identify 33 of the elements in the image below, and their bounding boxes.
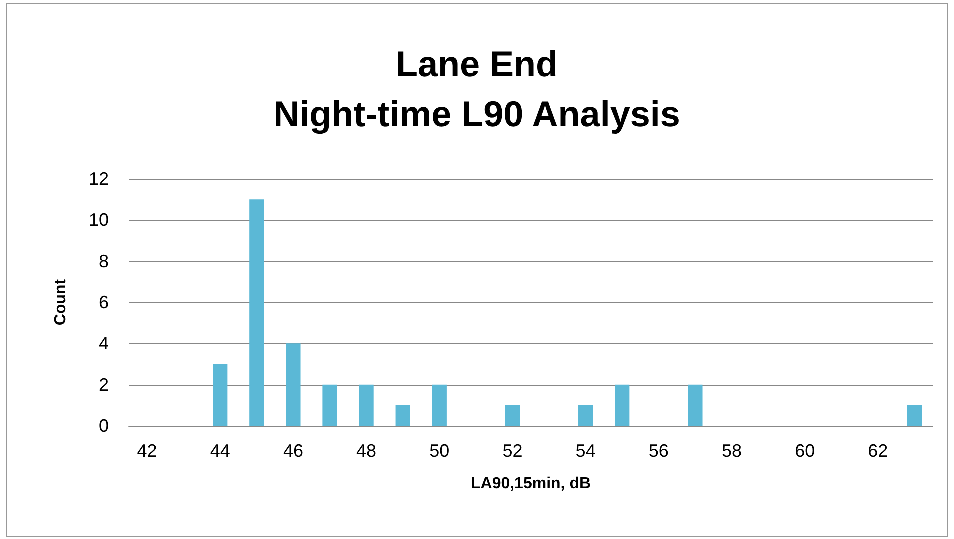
x-tick-label: 54 <box>576 441 596 461</box>
chart-title: Lane End Night-time L90 Analysis <box>274 44 680 134</box>
y-tick-label: 10 <box>88 210 109 230</box>
x-tick-label: 44 <box>210 441 230 461</box>
x-tick-label: 56 <box>648 441 669 461</box>
y-tick-label: 8 <box>98 251 109 272</box>
x-tick-label: 42 <box>137 441 158 461</box>
y-tick-label: 4 <box>98 334 109 354</box>
y-axis-title: Count <box>52 278 70 326</box>
bar <box>396 405 410 426</box>
x-tick-label: 50 <box>430 441 450 461</box>
x-axis-title: LA90,15min, dB <box>470 476 592 492</box>
bar <box>250 200 264 426</box>
bar <box>615 384 630 426</box>
bar <box>505 405 520 426</box>
x-tick-label: 62 <box>868 441 888 461</box>
bar <box>578 405 594 426</box>
y-tick-label: 6 <box>98 292 109 312</box>
x-tick-label: 48 <box>356 441 377 461</box>
bar <box>286 344 301 426</box>
bar <box>432 384 447 426</box>
bar <box>688 384 703 426</box>
x-tick-label: 52 <box>502 441 523 461</box>
bar <box>359 384 374 426</box>
y-tick-label: 0 <box>98 416 109 436</box>
x-tick-label: 46 <box>283 441 304 461</box>
y-tick-label: 12 <box>88 169 109 189</box>
bar <box>322 384 338 426</box>
bar <box>213 364 228 426</box>
y-tick-label: 2 <box>98 374 109 395</box>
x-tick-label: 60 <box>795 441 816 461</box>
x-tick-label: 58 <box>722 441 742 461</box>
bar <box>907 405 922 426</box>
